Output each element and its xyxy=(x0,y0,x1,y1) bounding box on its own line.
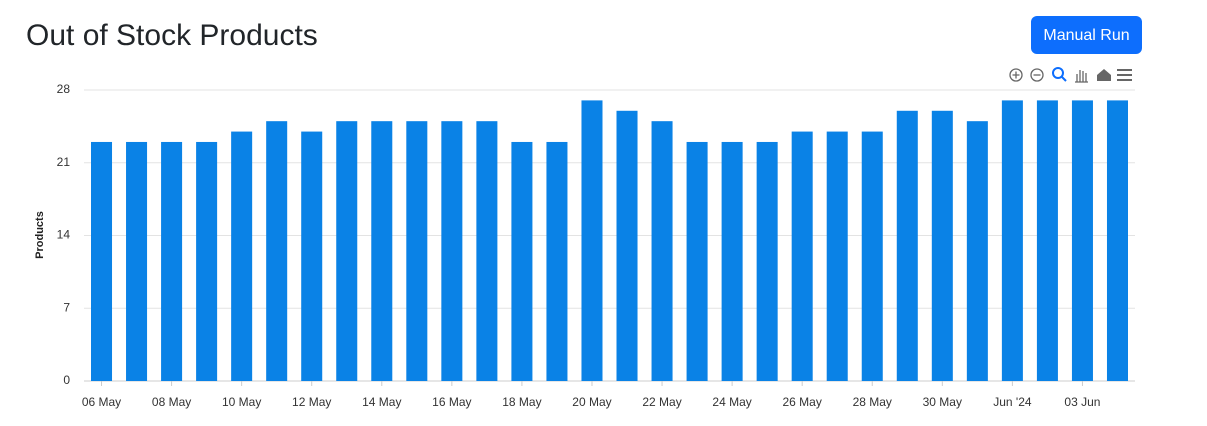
bar xyxy=(931,110,953,382)
y-tick-label: 21 xyxy=(57,155,71,169)
pan-icon[interactable] xyxy=(1075,70,1088,83)
x-tick-label: 22 May xyxy=(642,395,681,409)
bar xyxy=(651,121,673,381)
x-tick-label: 06 May xyxy=(82,395,121,409)
bar xyxy=(196,141,218,381)
x-tick-label: 08 May xyxy=(152,395,191,409)
bar xyxy=(476,121,498,381)
bar xyxy=(126,141,148,381)
bar xyxy=(756,141,778,381)
page-title: Out of Stock Products xyxy=(26,19,318,52)
bar xyxy=(1106,100,1128,382)
x-tick-label: 26 May xyxy=(783,395,822,409)
bar xyxy=(231,131,253,381)
x-tick-label: 24 May xyxy=(712,395,751,409)
zoom-out-icon[interactable] xyxy=(1030,68,1044,82)
x-tick-label: 12 May xyxy=(292,395,331,409)
bar xyxy=(686,141,708,381)
bar xyxy=(791,131,813,381)
y-tick-label: 7 xyxy=(63,300,70,314)
x-tick-label: 16 May xyxy=(432,395,471,409)
x-tick-label: 03 Jun xyxy=(1064,395,1100,409)
x-tick-label: 10 May xyxy=(222,395,261,409)
bar xyxy=(301,131,323,381)
zoom-select-icon[interactable] xyxy=(1052,67,1067,82)
bar xyxy=(616,110,638,382)
bar xyxy=(441,121,463,381)
home-icon[interactable] xyxy=(1097,69,1111,81)
menu-icon[interactable] xyxy=(1117,69,1132,81)
y-tick-label: 14 xyxy=(57,228,71,242)
y-axis-label: Products xyxy=(34,211,46,259)
bar xyxy=(546,141,568,381)
bar xyxy=(266,121,288,381)
bar xyxy=(826,131,848,381)
bar xyxy=(721,141,743,381)
bar xyxy=(371,121,393,381)
bar xyxy=(336,121,358,381)
button-label[interactable]: Manual Run xyxy=(1043,27,1129,44)
x-tick-label: 28 May xyxy=(853,395,892,409)
bar xyxy=(581,100,603,382)
bar xyxy=(406,121,428,381)
bar xyxy=(966,121,988,381)
bar xyxy=(861,131,883,381)
x-tick-label: 18 May xyxy=(502,395,541,409)
manual-run-button[interactable]: Manual Run xyxy=(1031,16,1142,54)
bar xyxy=(1071,100,1093,382)
bar xyxy=(91,141,113,381)
bar xyxy=(161,141,183,381)
bar xyxy=(1001,100,1023,382)
x-tick-label: 30 May xyxy=(923,395,962,409)
chart-toolbar xyxy=(1009,67,1132,83)
x-tick-label: 14 May xyxy=(362,395,401,409)
zoom-in-icon[interactable] xyxy=(1009,68,1023,82)
bar xyxy=(896,110,918,382)
y-tick-label: 28 xyxy=(57,82,71,96)
button-bg[interactable] xyxy=(1031,16,1142,54)
bar xyxy=(1036,100,1058,382)
x-tick-label: 20 May xyxy=(572,395,611,409)
bar xyxy=(511,141,533,381)
x-tick-label: Jun '24 xyxy=(993,395,1032,409)
y-tick-label: 0 xyxy=(63,373,70,387)
